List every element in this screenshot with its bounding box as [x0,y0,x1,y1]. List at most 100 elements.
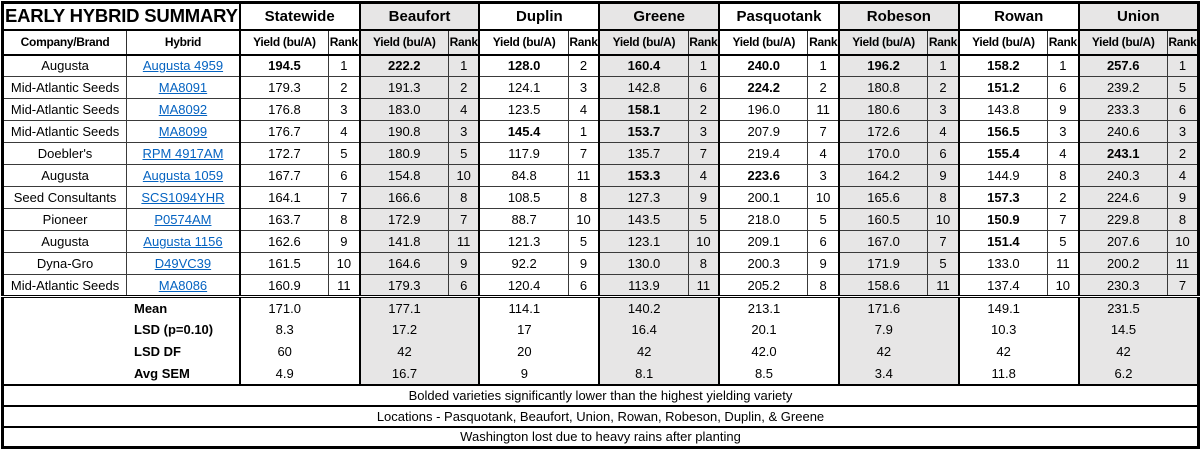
company-cell: Seed Consultants [1,186,128,209]
yield-cell: 123.5 [478,98,569,121]
col-header-yield-rowan: Yield (bu/A) [957,28,1049,56]
hybrid-link[interactable]: MA8092 [158,102,208,117]
rank-cell: 3 [447,120,480,143]
rank-cell: 4 [1166,164,1200,187]
yield-cell: 233.3 [1077,98,1168,121]
yield-cell: 240.3 [1077,164,1168,187]
summary-value-cell: 10.3 [957,318,1048,341]
summary-spacer-cell [1048,297,1079,319]
yield-cell: 218.0 [718,208,809,231]
rank-cell: 10 [927,208,960,231]
rank-cell: 2 [687,98,720,121]
yield-cell: 160.4 [598,54,689,77]
rank-cell: 6 [567,274,600,298]
rank-cell: 11 [807,98,840,121]
yield-cell: 194.5 [238,54,330,77]
rank-cell: 6 [807,230,840,253]
yield-cell: 137.4 [957,274,1049,298]
rank-cell: 1 [567,120,600,143]
group-header-duplin: Duplin [478,1,601,31]
summary-value-cell: 20.1 [718,318,808,341]
col-header-company: Company/Brand [1,28,128,56]
yield-cell: 158.1 [598,98,689,121]
summary-value-cell: 4.9 [238,362,329,386]
rank-cell: 8 [447,186,480,209]
summary-value-cell: 3.4 [837,362,928,386]
rank-cell: 8 [687,252,720,275]
yield-cell: 141.8 [358,230,449,253]
yield-cell: 240.0 [718,54,809,77]
yield-cell: 176.7 [238,120,330,143]
rank-cell: 3 [687,120,720,143]
col-header-yield-statewide: Yield (bu/A) [238,28,330,56]
yield-cell: 172.7 [238,142,330,165]
footnote-row: Locations - Pasquotank, Beaufort, Union,… [2,404,1199,427]
summary-spacer-cell [329,341,360,363]
summary-value-cell: 171.0 [238,296,329,319]
hybrid-link[interactable]: Augusta 4959 [142,58,224,74]
hybrid-link[interactable]: Augusta 1059 [142,168,224,183]
summary-spacer-cell [328,362,360,386]
company-cell: Augusta [1,54,128,77]
company-cell: Mid-Atlantic Seeds [1,120,128,143]
hybrid-link[interactable]: MA8086 [158,277,208,293]
yield-cell: 142.8 [598,76,689,99]
group-header-union: Union [1077,1,1200,31]
yield-cell: 84.8 [478,164,569,187]
yield-cell: 183.0 [358,98,449,121]
hybrid-link[interactable]: MA8099 [158,124,208,139]
summary-spacer-cell [927,362,959,386]
yield-cell: 196.2 [837,54,929,77]
table-row: Augusta Augusta 1059 167.7 6 154.8 10 84.8 11 15… [1,164,1200,187]
yield-cell: 172.6 [837,120,929,143]
hybrid-link[interactable]: MA8091 [158,80,208,95]
summary-label: Avg SEM [2,362,240,386]
yield-cell: 176.8 [238,98,330,121]
yield-cell: 128.0 [478,54,569,77]
summary-spacer-cell [688,296,720,319]
hybrid-link[interactable]: D49VC39 [154,256,212,271]
summary-spacer-cell [1167,362,1199,386]
col-header-yield-greene: Yield (bu/A) [598,28,689,56]
table-row: Seed Consultants SCS1094YHR 164.1 7 166.6 8 10… [1,186,1200,209]
hybrid-link[interactable]: RPM 4917AM [142,146,224,161]
yield-cell: 145.4 [478,120,569,143]
yield-cell: 153.3 [598,164,689,187]
rank-cell: 6 [447,274,480,298]
footnote-washington: Washington lost due to heavy rains after… [2,425,1199,448]
rank-cell: 3 [1047,120,1080,143]
summary-value-cell: 42 [358,340,449,363]
yield-cell: 151.4 [957,230,1049,253]
rank-cell: 2 [1166,142,1200,165]
summary-spacer-cell [808,319,839,341]
company-cell: Doebler's [1,142,128,165]
yield-cell: 171.9 [837,252,929,275]
yield-cell: 133.0 [957,252,1049,275]
summary-spacer-cell [927,340,959,363]
hybrid-cell: Augusta 1059 [126,164,241,187]
rank-cell: 7 [447,208,480,231]
yield-cell: 230.3 [1077,274,1168,298]
summary-spacer-cell [807,362,839,386]
summary-value-cell: 16.7 [358,362,449,386]
hybrid-cell: MA8086 [126,274,241,298]
table-row: Augusta Augusta 1156 162.6 9 141.8 11 121.3 5 12… [1,230,1200,253]
summary-value-cell: 140.2 [598,296,689,319]
summary-spacer-cell [568,362,600,386]
yield-cell: 219.4 [718,142,809,165]
rank-cell: 10 [1047,274,1080,298]
yield-cell: 117.9 [478,142,569,165]
yield-cell: 143.5 [598,208,689,231]
yield-cell: 222.2 [358,54,449,77]
summary-row: Mean 171.0 177.1 114.1 140.2 213.1 171.6 149.1 2… [3,296,1199,319]
hybrid-cell: Augusta 4959 [126,54,241,77]
col-header-rank-rowan: Rank [1047,28,1080,56]
hybrid-summary-table: EARLY HYBRID SUMMARY Statewide Beaufort Du… [1,1,1200,449]
hybrid-link[interactable]: SCS1094YHR [141,190,225,205]
hybrid-link[interactable]: Augusta 1156 [143,234,223,249]
yield-cell: 166.6 [358,186,449,209]
hybrid-link[interactable]: P0574AM [154,212,212,227]
rank-cell: 7 [567,142,600,165]
summary-spacer-cell [568,341,599,363]
summary-row: Avg SEM 4.9 16.7 9 8.1 8.5 3.4 11.8 6.2 [2,362,1199,386]
